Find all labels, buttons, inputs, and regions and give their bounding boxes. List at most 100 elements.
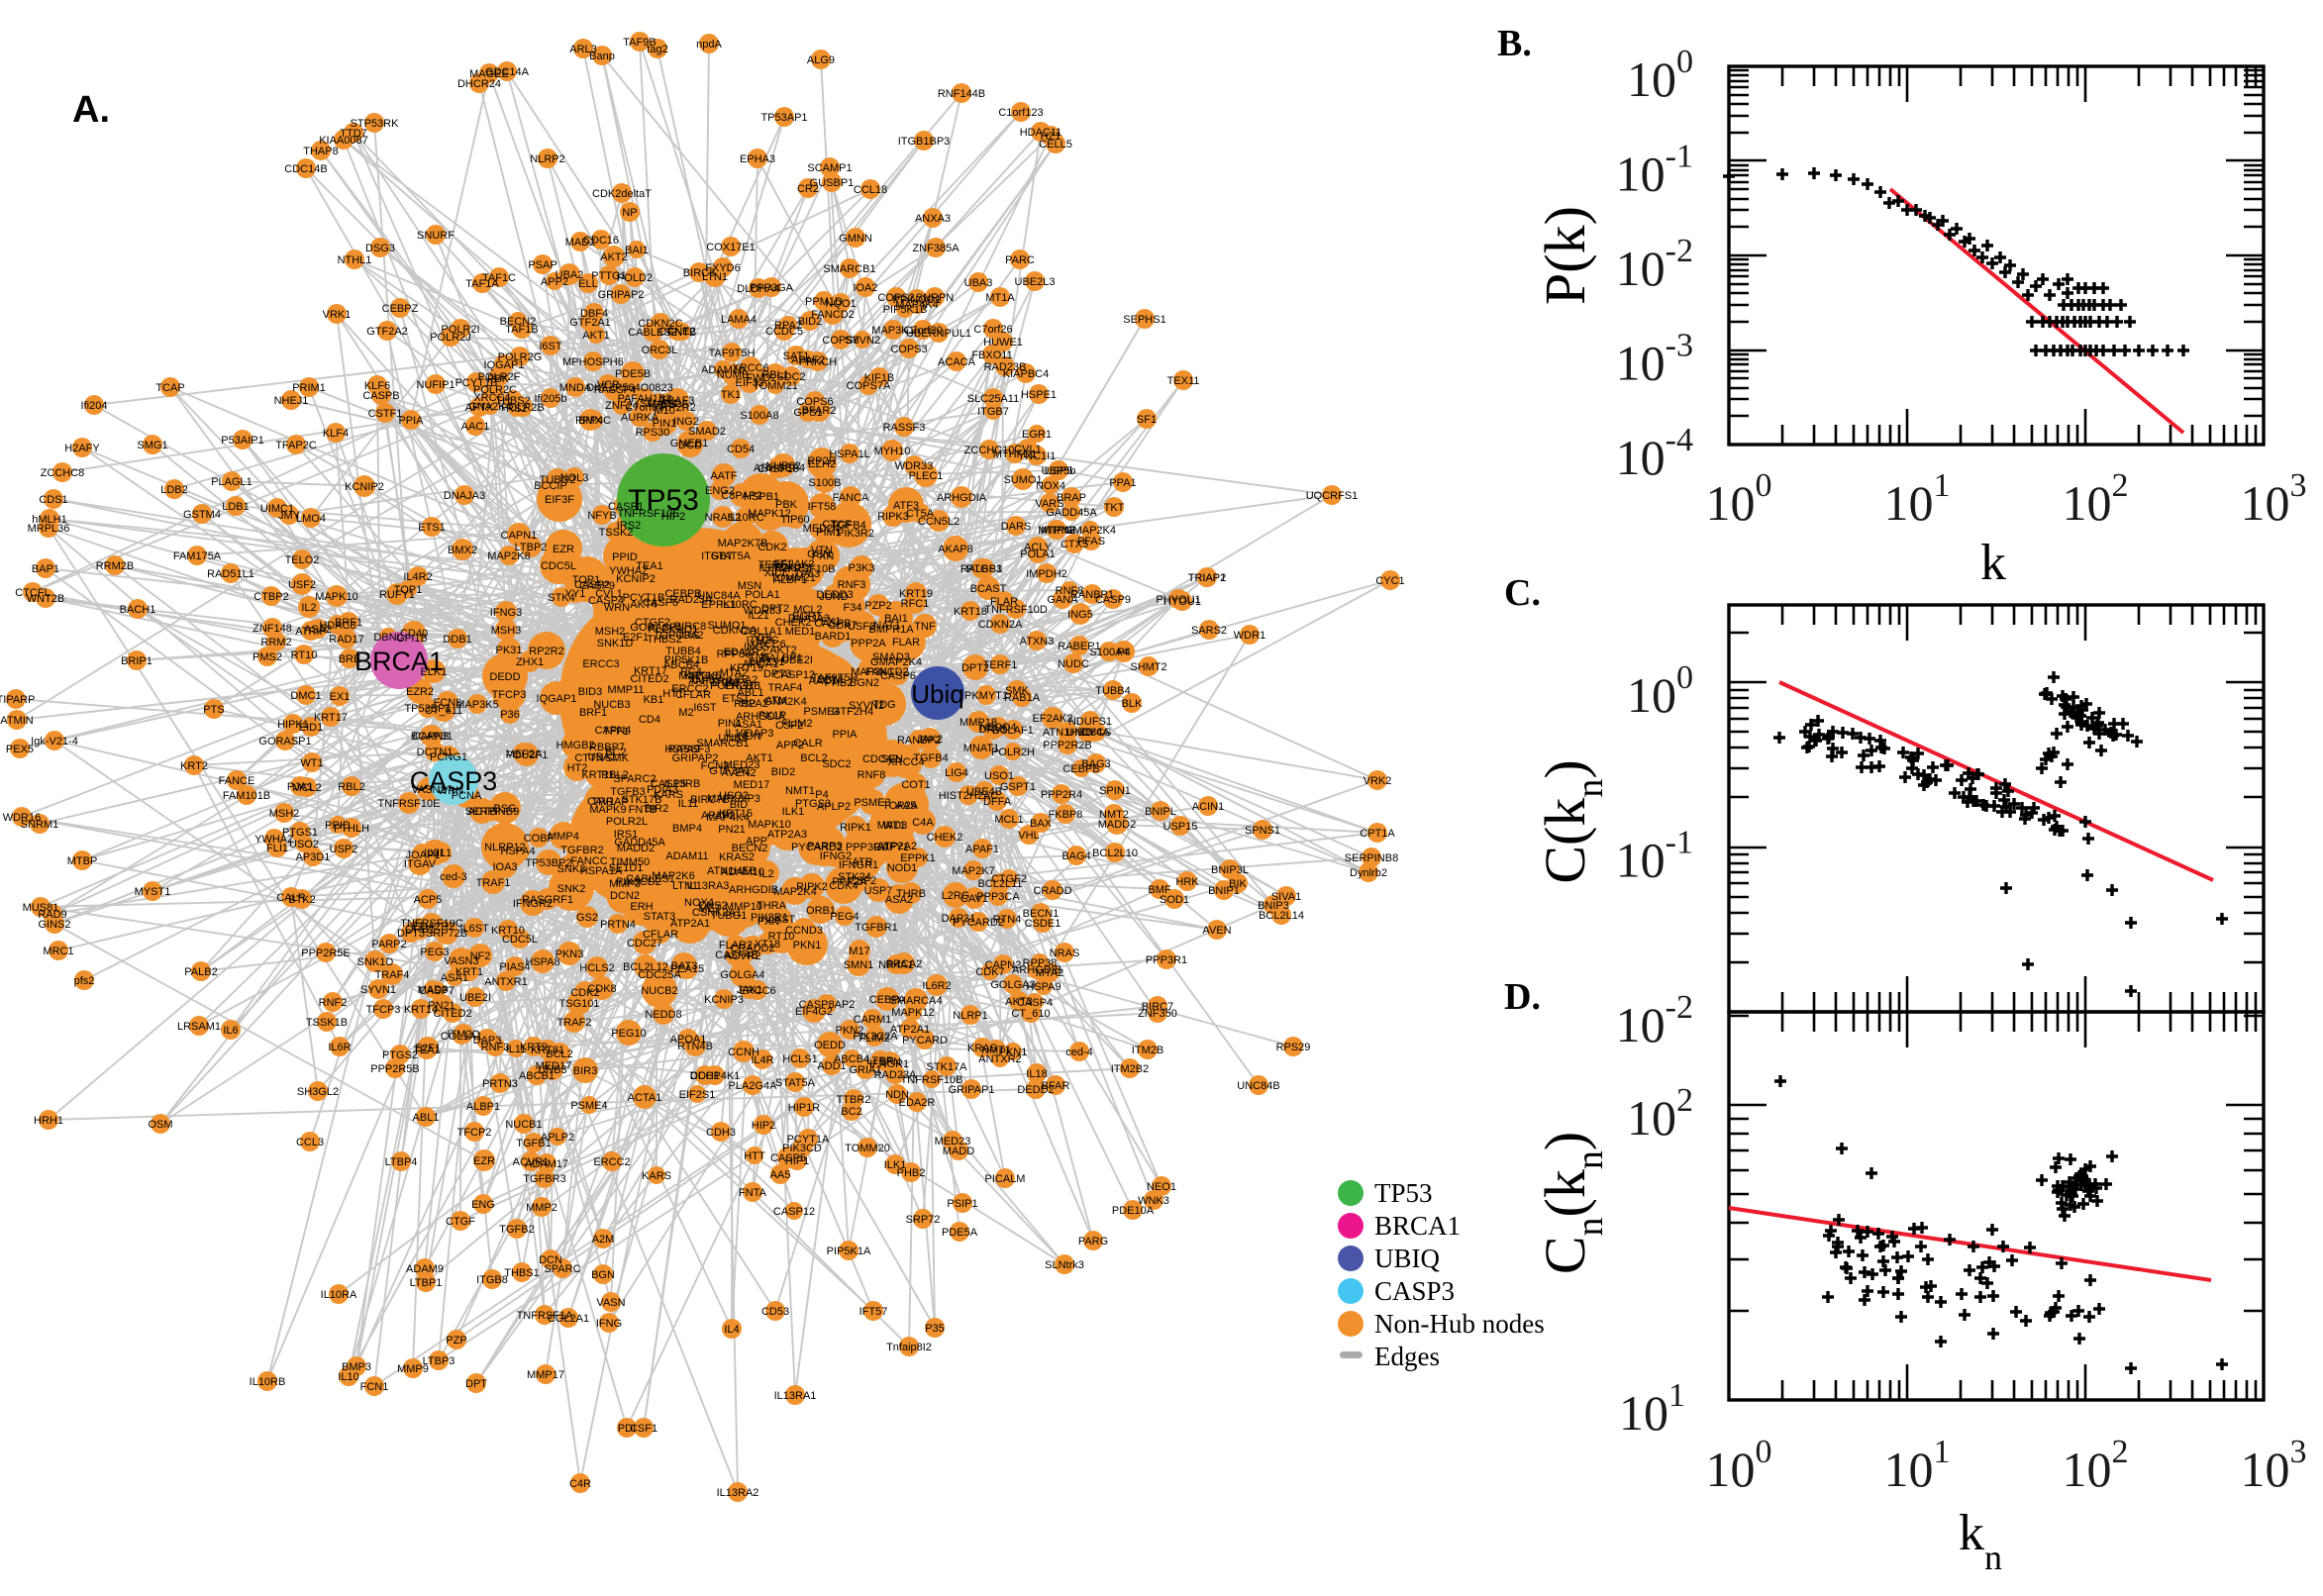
svg-text:SCAMP1: SCAMP1	[807, 162, 852, 174]
svg-text:IL4R2: IL4R2	[403, 571, 432, 583]
svg-text:DEDD: DEDD	[489, 671, 520, 683]
svg-text:OSM: OSM	[148, 1119, 172, 1131]
svg-text:COL1A1: COL1A1	[441, 1031, 482, 1043]
svg-text:TRAF4: TRAF4	[375, 969, 410, 981]
svg-text:IL2: IL2	[301, 602, 316, 614]
svg-text:OEDD: OEDD	[814, 1040, 846, 1051]
svg-text:NUDC: NUDC	[1058, 658, 1089, 670]
svg-text:PARC: PARC	[1005, 254, 1035, 266]
svg-text:GMNN: GMNN	[839, 233, 872, 245]
svg-text:HSPA4: HSPA4	[500, 846, 535, 857]
svg-text:HSPA1A: HSPA1A	[580, 865, 623, 877]
svg-text:UNC84B: UNC84B	[1237, 1080, 1279, 1092]
svg-text:MSH3: MSH3	[491, 625, 522, 637]
svg-text:CYCS: CYCS	[1081, 727, 1112, 739]
svg-text:BARD1: BARD1	[815, 631, 852, 643]
svg-text:AKT2: AKT2	[600, 251, 628, 263]
svg-text:IFT58: IFT58	[808, 501, 837, 513]
svg-text:IL13RA1: IL13RA1	[774, 1390, 817, 1402]
svg-text:BRIP1: BRIP1	[121, 655, 152, 667]
svg-text:KRAS: KRAS	[967, 1043, 997, 1054]
svg-text:SNURF: SNURF	[417, 230, 454, 242]
svg-text:TP53BP1: TP53BP1	[404, 703, 451, 715]
svg-text:ADAM9: ADAM9	[406, 1263, 444, 1275]
svg-text:TUBB4: TUBB4	[665, 646, 700, 657]
svg-text:CASP12: CASP12	[773, 1206, 815, 1218]
svg-text:IFT57: IFT57	[859, 1306, 888, 1318]
svg-text:pfs2: pfs2	[74, 975, 95, 987]
svg-text:LTBP4: LTBP4	[385, 1156, 418, 1168]
svg-text:NEO1: NEO1	[1147, 1181, 1176, 1193]
svg-text:POLR2J: POLR2J	[430, 332, 471, 344]
svg-text:ACVR2: ACVR2	[725, 950, 761, 962]
svg-text:FAM101B: FAM101B	[223, 790, 270, 802]
svg-text:CDC14B: CDC14B	[284, 163, 327, 175]
svg-text:ERCC3: ERCC3	[582, 658, 619, 670]
svg-text:ITGB1BP3: ITGB1BP3	[898, 136, 951, 148]
svg-text:BCAP31: BCAP31	[411, 731, 453, 743]
svg-text:HRH1: HRH1	[34, 1115, 63, 1127]
svg-text:POU2F1: POU2F1	[506, 749, 549, 761]
svg-text:ETS1: ETS1	[722, 693, 750, 705]
svg-text:SNRM1: SNRM1	[21, 819, 59, 831]
svg-text:MCL1: MCL1	[994, 814, 1023, 826]
svg-text:PICALM: PICALM	[985, 1173, 1026, 1185]
svg-text:PEA15: PEA15	[670, 963, 704, 975]
svg-text:COPS7A: COPS7A	[847, 380, 891, 392]
svg-text:CDS1: CDS1	[39, 494, 67, 506]
svg-text:RPS29: RPS29	[1276, 1042, 1311, 1053]
svg-text:IFNG: IFNG	[596, 1318, 622, 1330]
svg-text:RANBP1: RANBP1	[1070, 589, 1114, 601]
svg-text:TIP60: TIP60	[780, 514, 809, 526]
svg-text:EID1: EID1	[299, 722, 323, 734]
svg-text:ZCCHC10: ZCCHC10	[964, 445, 1015, 456]
svg-text:CSDE1: CSDE1	[1025, 918, 1061, 930]
svg-text:PXN: PXN	[758, 916, 780, 928]
svg-text:GRIA1: GRIA1	[849, 1064, 881, 1076]
svg-text:YY1: YY1	[565, 588, 586, 600]
svg-text:CD54: CD54	[727, 444, 755, 455]
svg-text:RNF2: RNF2	[319, 997, 348, 1009]
svg-text:THBS1: THBS1	[504, 1267, 539, 1279]
svg-text:TGFB4: TGFB4	[913, 752, 948, 764]
svg-text:CD4: CD4	[639, 714, 660, 726]
svg-text:DPT2: DPT2	[961, 662, 989, 674]
svg-text:PK1P: PK1P	[758, 710, 786, 722]
svg-text:DDB1: DDB1	[443, 634, 471, 646]
svg-text:DSG3: DSG3	[365, 243, 395, 254]
svg-text:POLR2C: POLR2C	[473, 384, 517, 396]
svg-text:PEG3: PEG3	[420, 947, 449, 958]
svg-text:RASSF3: RASSF3	[883, 422, 926, 434]
svg-text:IQGAP1: IQGAP1	[537, 693, 577, 705]
svg-text:CEBPZ: CEBPZ	[382, 303, 419, 315]
svg-text:SMN1: SMN1	[844, 959, 874, 971]
svg-text:IOA2: IOA2	[853, 282, 877, 294]
svg-text:Edges: Edges	[1374, 1342, 1440, 1371]
svg-text:MED1: MED1	[785, 626, 816, 638]
svg-text:MTBP: MTBP	[67, 855, 98, 867]
svg-text:MMP17: MMP17	[527, 1369, 564, 1381]
svg-text:IFNG3: IFNG3	[490, 607, 522, 619]
svg-text:k: k	[1980, 535, 2006, 591]
svg-text:MAPK8IP3: MAPK8IP3	[707, 793, 760, 805]
svg-text:BCLAF1: BCLAF1	[992, 725, 1034, 737]
svg-text:ACIN1: ACIN1	[1192, 801, 1224, 813]
svg-text:DLDHA4: DLDHA4	[737, 283, 779, 295]
svg-text:GSPT1: GSPT1	[1000, 781, 1036, 793]
svg-text:CDKN2C: CDKN2C	[638, 318, 682, 330]
svg-text:IL21: IL21	[424, 848, 445, 859]
svg-text:SMAD3: SMAD3	[872, 651, 910, 663]
svg-text:PPA1: PPA1	[1109, 477, 1136, 489]
svg-text:FANCD2: FANCD2	[811, 309, 854, 321]
svg-text:USP5b: USP5b	[1042, 465, 1076, 477]
svg-text:TRAF1: TRAF1	[476, 877, 511, 889]
svg-text:ILK1: ILK1	[884, 1159, 907, 1171]
svg-text:USP2: USP2	[330, 844, 358, 855]
svg-text:APTX: APTX	[465, 402, 494, 414]
svg-text:EIF2S1: EIF2S1	[679, 1089, 716, 1101]
svg-text:PTGS1: PTGS1	[282, 827, 318, 839]
svg-text:BLK: BLK	[1122, 698, 1143, 710]
svg-text:CAPN2: CAPN2	[985, 959, 1022, 971]
svg-text:AATF: AATF	[710, 470, 738, 482]
svg-text:GOLGA3: GOLGA3	[990, 979, 1035, 991]
